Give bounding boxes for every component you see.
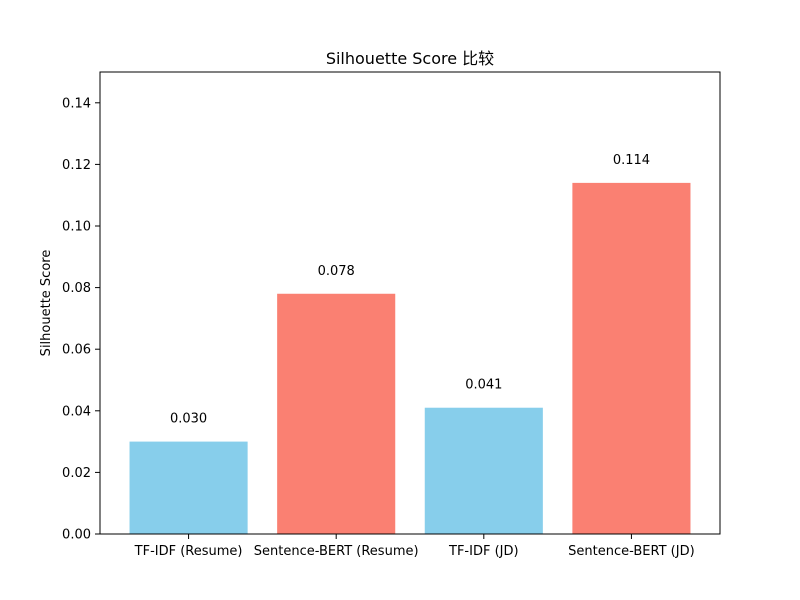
x-tick-label: Sentence-BERT (Resume): [254, 544, 419, 559]
y-tick-label: 0.00: [62, 528, 91, 543]
y-tick-label: 0.14: [62, 96, 91, 111]
bar-value-label: 0.030: [170, 412, 207, 427]
bar: [572, 182, 691, 534]
bar: [129, 441, 248, 534]
bar-value-labels: 0.030 0.078 0.041 0.114: [170, 153, 650, 427]
y-tick-label: 0.08: [62, 281, 91, 296]
bar-value-label: 0.078: [318, 264, 355, 279]
y-axis-ticks: 0.00 0.02 0.04 0.06 0.08 0.10 0.12 0.14: [62, 96, 100, 543]
bar: [277, 293, 396, 534]
bar-value-label: 0.041: [465, 378, 502, 393]
chart-title: Silhouette Score 比较: [326, 49, 494, 68]
y-tick-label: 0.06: [62, 343, 91, 358]
x-tick-label: Sentence-BERT (JD): [568, 544, 694, 559]
x-tick-label: TF-IDF (Resume): [134, 544, 243, 559]
bar-value-label: 0.114: [613, 153, 650, 168]
bar: [424, 407, 543, 534]
y-tick-label: 0.04: [62, 404, 91, 419]
y-tick-label: 0.02: [62, 466, 91, 481]
x-tick-label: TF-IDF (JD): [448, 544, 519, 559]
y-tick-label: 0.12: [62, 158, 91, 173]
bars: [129, 182, 691, 534]
y-tick-label: 0.10: [62, 220, 91, 235]
y-axis-title: Silhouette Score: [39, 250, 54, 357]
x-axis-ticks: TF-IDF (Resume) Sentence-BERT (Resume) TF-…: [134, 534, 695, 559]
plot-frame: [99, 71, 721, 535]
